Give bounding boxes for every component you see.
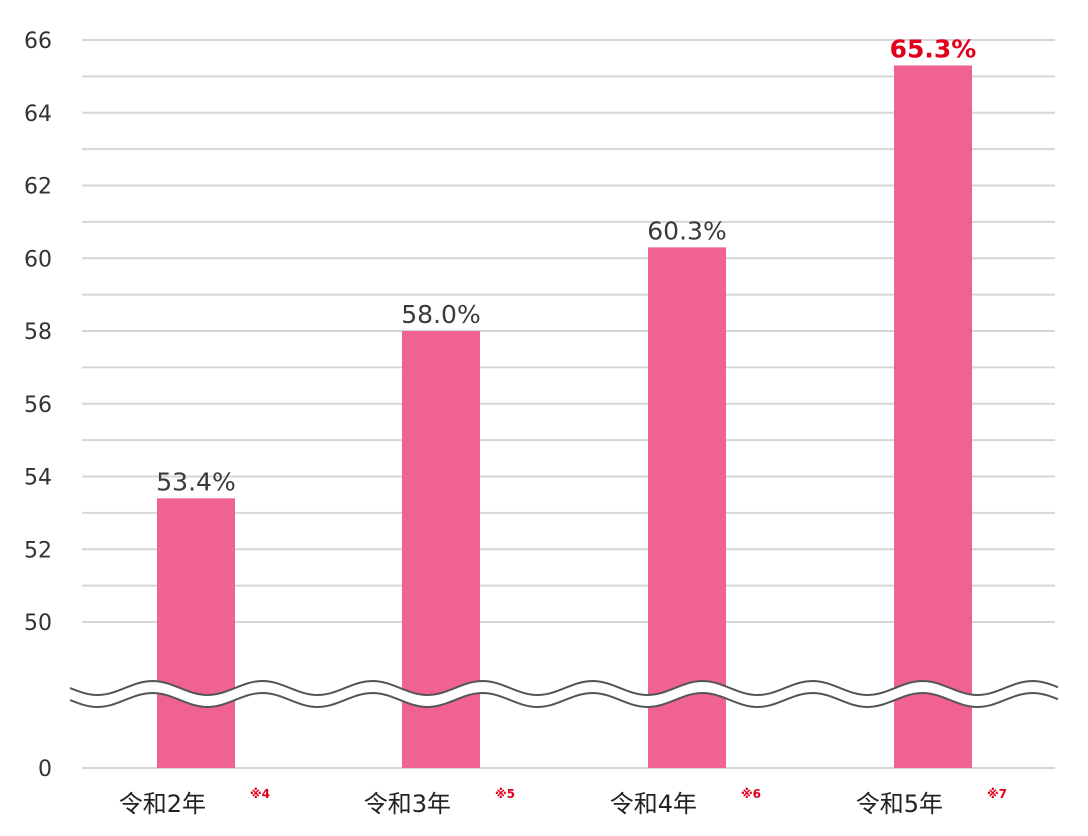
data-label: 65.3%	[890, 34, 977, 63]
y-tick-label: 0	[38, 757, 52, 782]
footnote-marker: ※6	[741, 787, 761, 801]
axis-break-band	[70, 681, 1058, 707]
footnote-marker: ※4	[250, 787, 270, 801]
y-tick-label: 64	[24, 102, 52, 127]
y-tick-label: 56	[24, 393, 52, 418]
y-tick-label: 58	[24, 320, 52, 345]
data-labels: 53.4% 58.0% 60.3% 65.3%	[156, 34, 976, 496]
y-tick-label: 62	[24, 175, 52, 200]
x-axis: 令和2年 ※4 令和3年 ※5 令和4年 ※6 令和5年 ※7	[119, 787, 1007, 818]
y-tick-label: 54	[24, 466, 52, 491]
axis-break-line	[69, 680, 1059, 696]
y-tick-label: 50	[24, 611, 52, 636]
y-axis: 66 64 62 60 58 56 54 52 50 0	[24, 29, 52, 782]
x-tick-label: 令和4年	[610, 790, 697, 818]
data-label: 58.0%	[401, 300, 480, 329]
axis-break	[69, 680, 1059, 708]
y-tick-label: 52	[24, 538, 52, 563]
y-tick-label: 66	[24, 29, 52, 54]
axis-break-line	[69, 692, 1059, 708]
footnote-marker: ※5	[495, 787, 515, 801]
x-tick-label: 令和5年	[856, 790, 943, 818]
x-tick-label: 令和2年	[119, 790, 206, 818]
y-tick-label: 60	[24, 247, 52, 272]
x-tick-label: 令和3年	[364, 790, 451, 818]
grid-lines	[82, 39, 1055, 769]
bars	[157, 65, 972, 768]
footnote-marker: ※7	[987, 787, 1007, 801]
bar	[648, 247, 726, 768]
bar	[157, 498, 235, 768]
data-label: 60.3%	[647, 216, 726, 245]
data-label: 53.4%	[156, 467, 235, 496]
bar	[894, 65, 972, 768]
